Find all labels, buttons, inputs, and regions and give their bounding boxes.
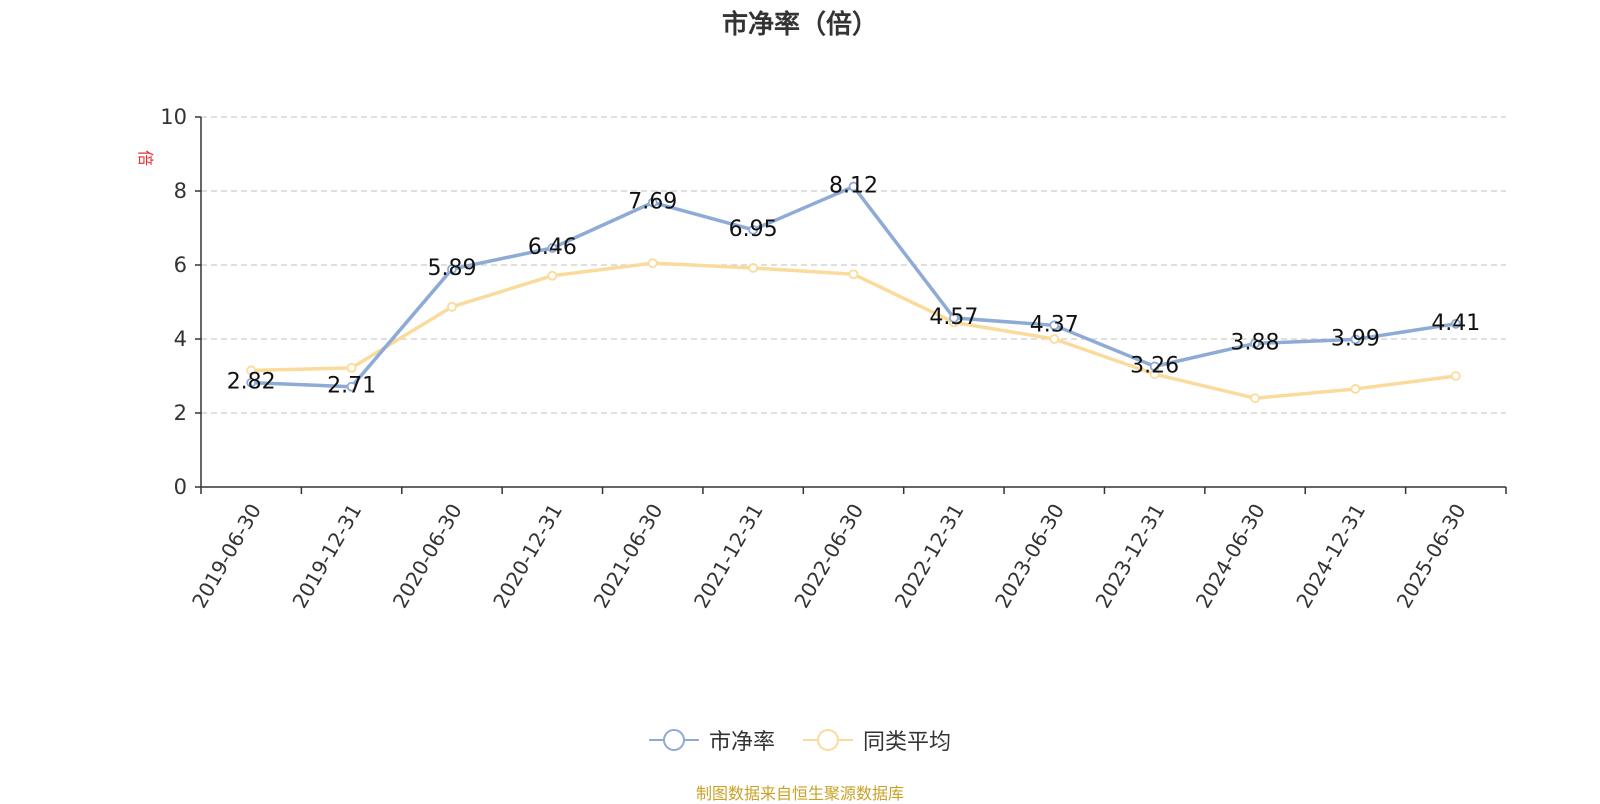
grid-layer [201,116,1506,414]
y-tick-label: 8 [174,179,187,203]
data-point-0 [848,181,859,192]
data-label: 5.89 [427,256,476,281]
y-tick-label: 0 [174,475,187,499]
series-line-0 [251,184,1457,389]
x-tick-label: 2023-06-30 [990,500,1069,613]
data-point-1 [748,263,759,273]
series-layer [246,181,1461,404]
x-tick-label: 2024-12-31 [1291,500,1370,613]
data-point-1 [647,258,658,269]
data-point-0 [246,377,257,388]
y-tick-label: 2 [174,401,187,425]
y-axis-title: 倍 [136,150,155,166]
legend-label-peer-average: 同类平均 [863,730,952,755]
legend-line-circle-icon [803,729,853,751]
data-label: 4.41 [1431,311,1480,336]
data-label: 2.82 [227,370,276,395]
x-tick-label: 2021-12-31 [689,500,768,613]
x-tick-label: 2022-06-30 [789,500,868,613]
x-tick-label: 2021-06-30 [589,500,668,613]
x-tick-label: 2022-12-31 [890,500,969,613]
x-tick-label: 2025-06-30 [1392,500,1471,613]
legend-item-pb[interactable]: 市净率 [648,724,775,756]
data-label: 6.95 [729,217,778,242]
chart-title: 市净率（倍） [721,10,878,40]
x-tick-label: 2024-06-30 [1191,500,1270,613]
label-layer: 2.82 2.71 5.89 6.46 7.69 6.95 8.12 4.57 4.37 3.26… [227,174,1481,399]
data-label: 4.37 [1030,312,1079,337]
y-tick-label: 4 [174,327,187,351]
data-point-1 [1049,334,1060,344]
source-note: 制图数据来自恒生聚源数据库 [695,784,904,803]
data-point-0 [1149,361,1160,372]
data-label: 3.26 [1130,353,1179,378]
legend-item-peer-average[interactable]: 同类平均 [803,724,951,756]
data-label: 7.69 [628,189,677,214]
data-point-1 [1350,384,1361,394]
data-point-1 [447,301,457,312]
x-tick-label: 2019-06-30 [187,500,266,613]
legend-line-circle-icon [648,729,699,751]
x-tick-label: 2020-12-31 [488,500,567,613]
data-label: 6.46 [528,235,577,260]
data-point-1 [346,362,357,373]
data-point-0 [1250,338,1260,349]
data-label: 4.57 [929,305,978,330]
data-point-0 [346,381,357,392]
data-point-0 [547,243,558,253]
x-tick-label: 2020-06-30 [388,500,467,613]
data-point-0 [1049,320,1060,331]
data-point-1 [1250,393,1260,404]
data-label: 2.71 [327,374,376,399]
data-point-0 [748,224,759,235]
data-point-1 [848,269,859,280]
x-tick-label: 2019-12-31 [287,500,366,613]
data-point-0 [1450,318,1461,329]
x-tick-label: 2023-12-31 [1090,500,1169,613]
data-point-0 [647,197,658,208]
data-label: 3.99 [1331,326,1380,351]
y-tick-label: 6 [174,253,187,277]
data-point-0 [1350,334,1361,345]
data-label: 3.88 [1231,330,1280,355]
data-point-1 [246,365,257,376]
y-tick-label: 10 [160,105,187,129]
legend-label-pb: 市净率 [708,730,775,755]
legend: 市净率 同类平均 [0,722,1600,758]
data-point-1 [1450,371,1461,381]
data-point-0 [948,313,959,323]
data-point-1 [547,270,558,281]
data-label: 8.12 [829,174,878,199]
data-point-0 [447,264,457,274]
